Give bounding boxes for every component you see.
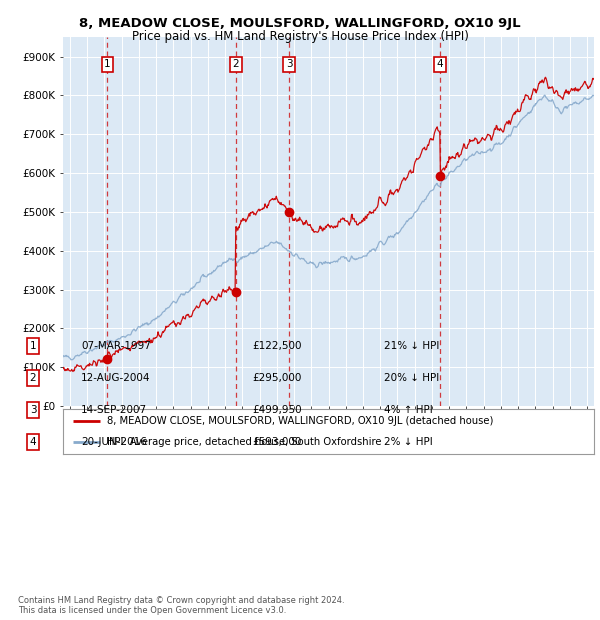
Text: 4: 4 — [29, 436, 37, 446]
Text: 1: 1 — [104, 60, 111, 69]
Text: 12-AUG-2004: 12-AUG-2004 — [81, 373, 151, 383]
Text: 20-JUN-2016: 20-JUN-2016 — [81, 436, 147, 446]
Text: £295,000: £295,000 — [252, 373, 301, 383]
Text: 20% ↓ HPI: 20% ↓ HPI — [384, 373, 439, 383]
Text: 2: 2 — [29, 373, 37, 383]
Text: 2% ↓ HPI: 2% ↓ HPI — [384, 436, 433, 446]
Text: 07-MAR-1997: 07-MAR-1997 — [81, 342, 151, 352]
Text: 8, MEADOW CLOSE, MOULSFORD, WALLINGFORD, OX10 9JL (detached house): 8, MEADOW CLOSE, MOULSFORD, WALLINGFORD,… — [107, 416, 493, 427]
Text: 21% ↓ HPI: 21% ↓ HPI — [384, 342, 439, 352]
Text: 8, MEADOW CLOSE, MOULSFORD, WALLINGFORD, OX10 9JL: 8, MEADOW CLOSE, MOULSFORD, WALLINGFORD,… — [79, 17, 521, 30]
Text: Contains HM Land Registry data © Crown copyright and database right 2024.
This d: Contains HM Land Registry data © Crown c… — [18, 596, 344, 615]
Text: £593,000: £593,000 — [252, 436, 301, 446]
Text: 3: 3 — [286, 60, 292, 69]
Text: Price paid vs. HM Land Registry's House Price Index (HPI): Price paid vs. HM Land Registry's House … — [131, 30, 469, 43]
Text: £499,950: £499,950 — [252, 405, 302, 415]
Text: 4% ↑ HPI: 4% ↑ HPI — [384, 405, 433, 415]
Text: £122,500: £122,500 — [252, 342, 302, 352]
Text: 3: 3 — [29, 405, 37, 415]
Text: 1: 1 — [29, 342, 37, 352]
Text: 4: 4 — [437, 60, 443, 69]
Text: 14-SEP-2007: 14-SEP-2007 — [81, 405, 147, 415]
Text: HPI: Average price, detached house, South Oxfordshire: HPI: Average price, detached house, Sout… — [107, 436, 381, 447]
Text: 2: 2 — [232, 60, 239, 69]
